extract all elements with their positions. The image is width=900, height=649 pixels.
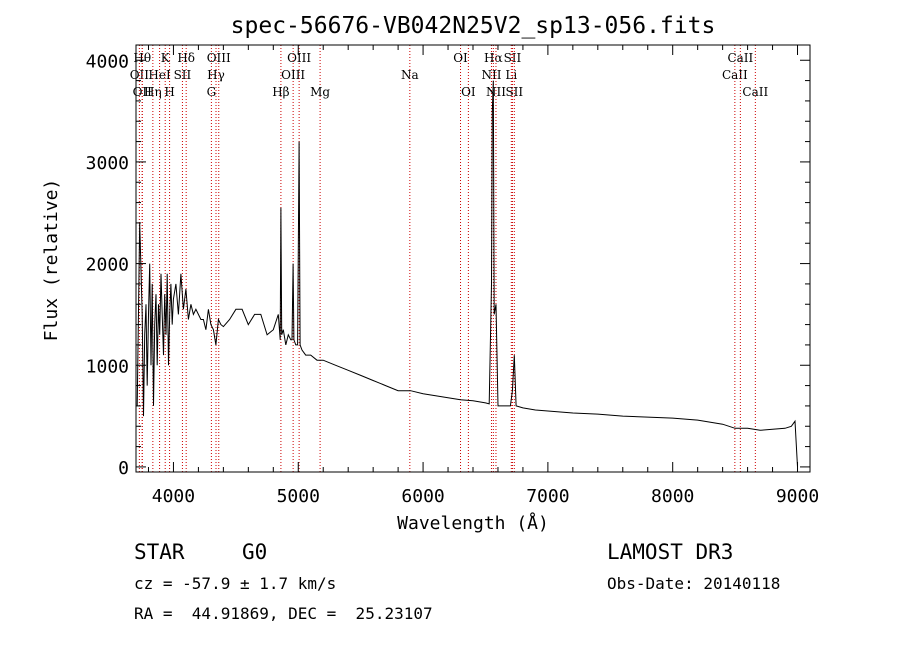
chart-title: spec-56676-VB042N25V2_sp13-056.fits — [231, 13, 716, 39]
marker-label: Hη — [144, 85, 162, 99]
y-axis-label: Flux (relative) — [41, 179, 62, 342]
marker-label: OIII — [281, 68, 305, 82]
marker-label: K — [161, 51, 171, 65]
marker-label: G — [207, 85, 217, 99]
marker-label: SII — [174, 68, 192, 82]
spectrum-series — [136, 80, 798, 467]
y-tick-label: 4000 — [86, 51, 129, 72]
marker-label: Mg — [310, 85, 330, 99]
x-tick-label: 7000 — [526, 486, 569, 507]
obs-date: Obs-Date: 20140118 — [607, 574, 781, 593]
marker-label: OI — [453, 51, 468, 65]
marker-label: CaII — [722, 68, 748, 82]
coordinates: RA = 44.91869, DEC = 25.23107 — [134, 604, 433, 623]
marker-label: SII — [504, 51, 522, 65]
marker-label: CaII — [742, 85, 768, 99]
marker-label: NII — [486, 85, 506, 99]
y-axis-ticks: 0 1000 2000 3000 4000 — [86, 51, 810, 479]
x-tick-label: 5000 — [277, 486, 320, 507]
marker-label: CaII — [727, 51, 753, 65]
x-tick-label: 9000 — [776, 486, 819, 507]
object-subclass: G0 — [242, 540, 268, 564]
x-axis-ticks: 4000 5000 6000 7000 8000 9000 — [147, 45, 819, 507]
plot-frame — [135, 44, 811, 473]
object-class: STAR — [134, 540, 185, 564]
y-tick-label: 2000 — [86, 255, 129, 276]
marker-label: OIII — [287, 51, 311, 65]
x-tick-label: 6000 — [401, 486, 444, 507]
marker-label: OI — [461, 85, 476, 99]
marker-label: Na — [401, 68, 419, 82]
marker-label: Hβ — [272, 85, 289, 99]
marker-label: HeI — [148, 68, 171, 82]
marker-label: Hδ — [177, 51, 195, 65]
y-tick-label: 1000 — [86, 356, 129, 377]
y-tick-label: 0 — [118, 458, 129, 479]
marker-label: Li — [505, 68, 517, 82]
marker-label: OIII — [207, 51, 231, 65]
x-tick-label: 4000 — [152, 486, 195, 507]
y-tick-label: 3000 — [86, 153, 129, 174]
marker-label: Hα — [484, 51, 503, 65]
x-tick-label: 8000 — [651, 486, 694, 507]
marker-label: OII — [130, 68, 150, 82]
marker-label: NII — [481, 68, 501, 82]
marker-label: SII — [505, 85, 523, 99]
marker-label: H — [164, 85, 174, 99]
survey-name: LAMOST DR3 — [607, 540, 734, 564]
marker-label: OII — [133, 85, 153, 99]
x-axis-label: Wavelength (Å) — [397, 512, 549, 534]
velocity-readout: cz = -57.9 ± 1.7 km/s — [134, 574, 337, 593]
line-markers: OIIHθOIIHηHeIKHSIIHδGHγOIIIHβOIIIOIIIMgN… — [130, 45, 768, 472]
marker-label: Hγ — [207, 68, 225, 82]
